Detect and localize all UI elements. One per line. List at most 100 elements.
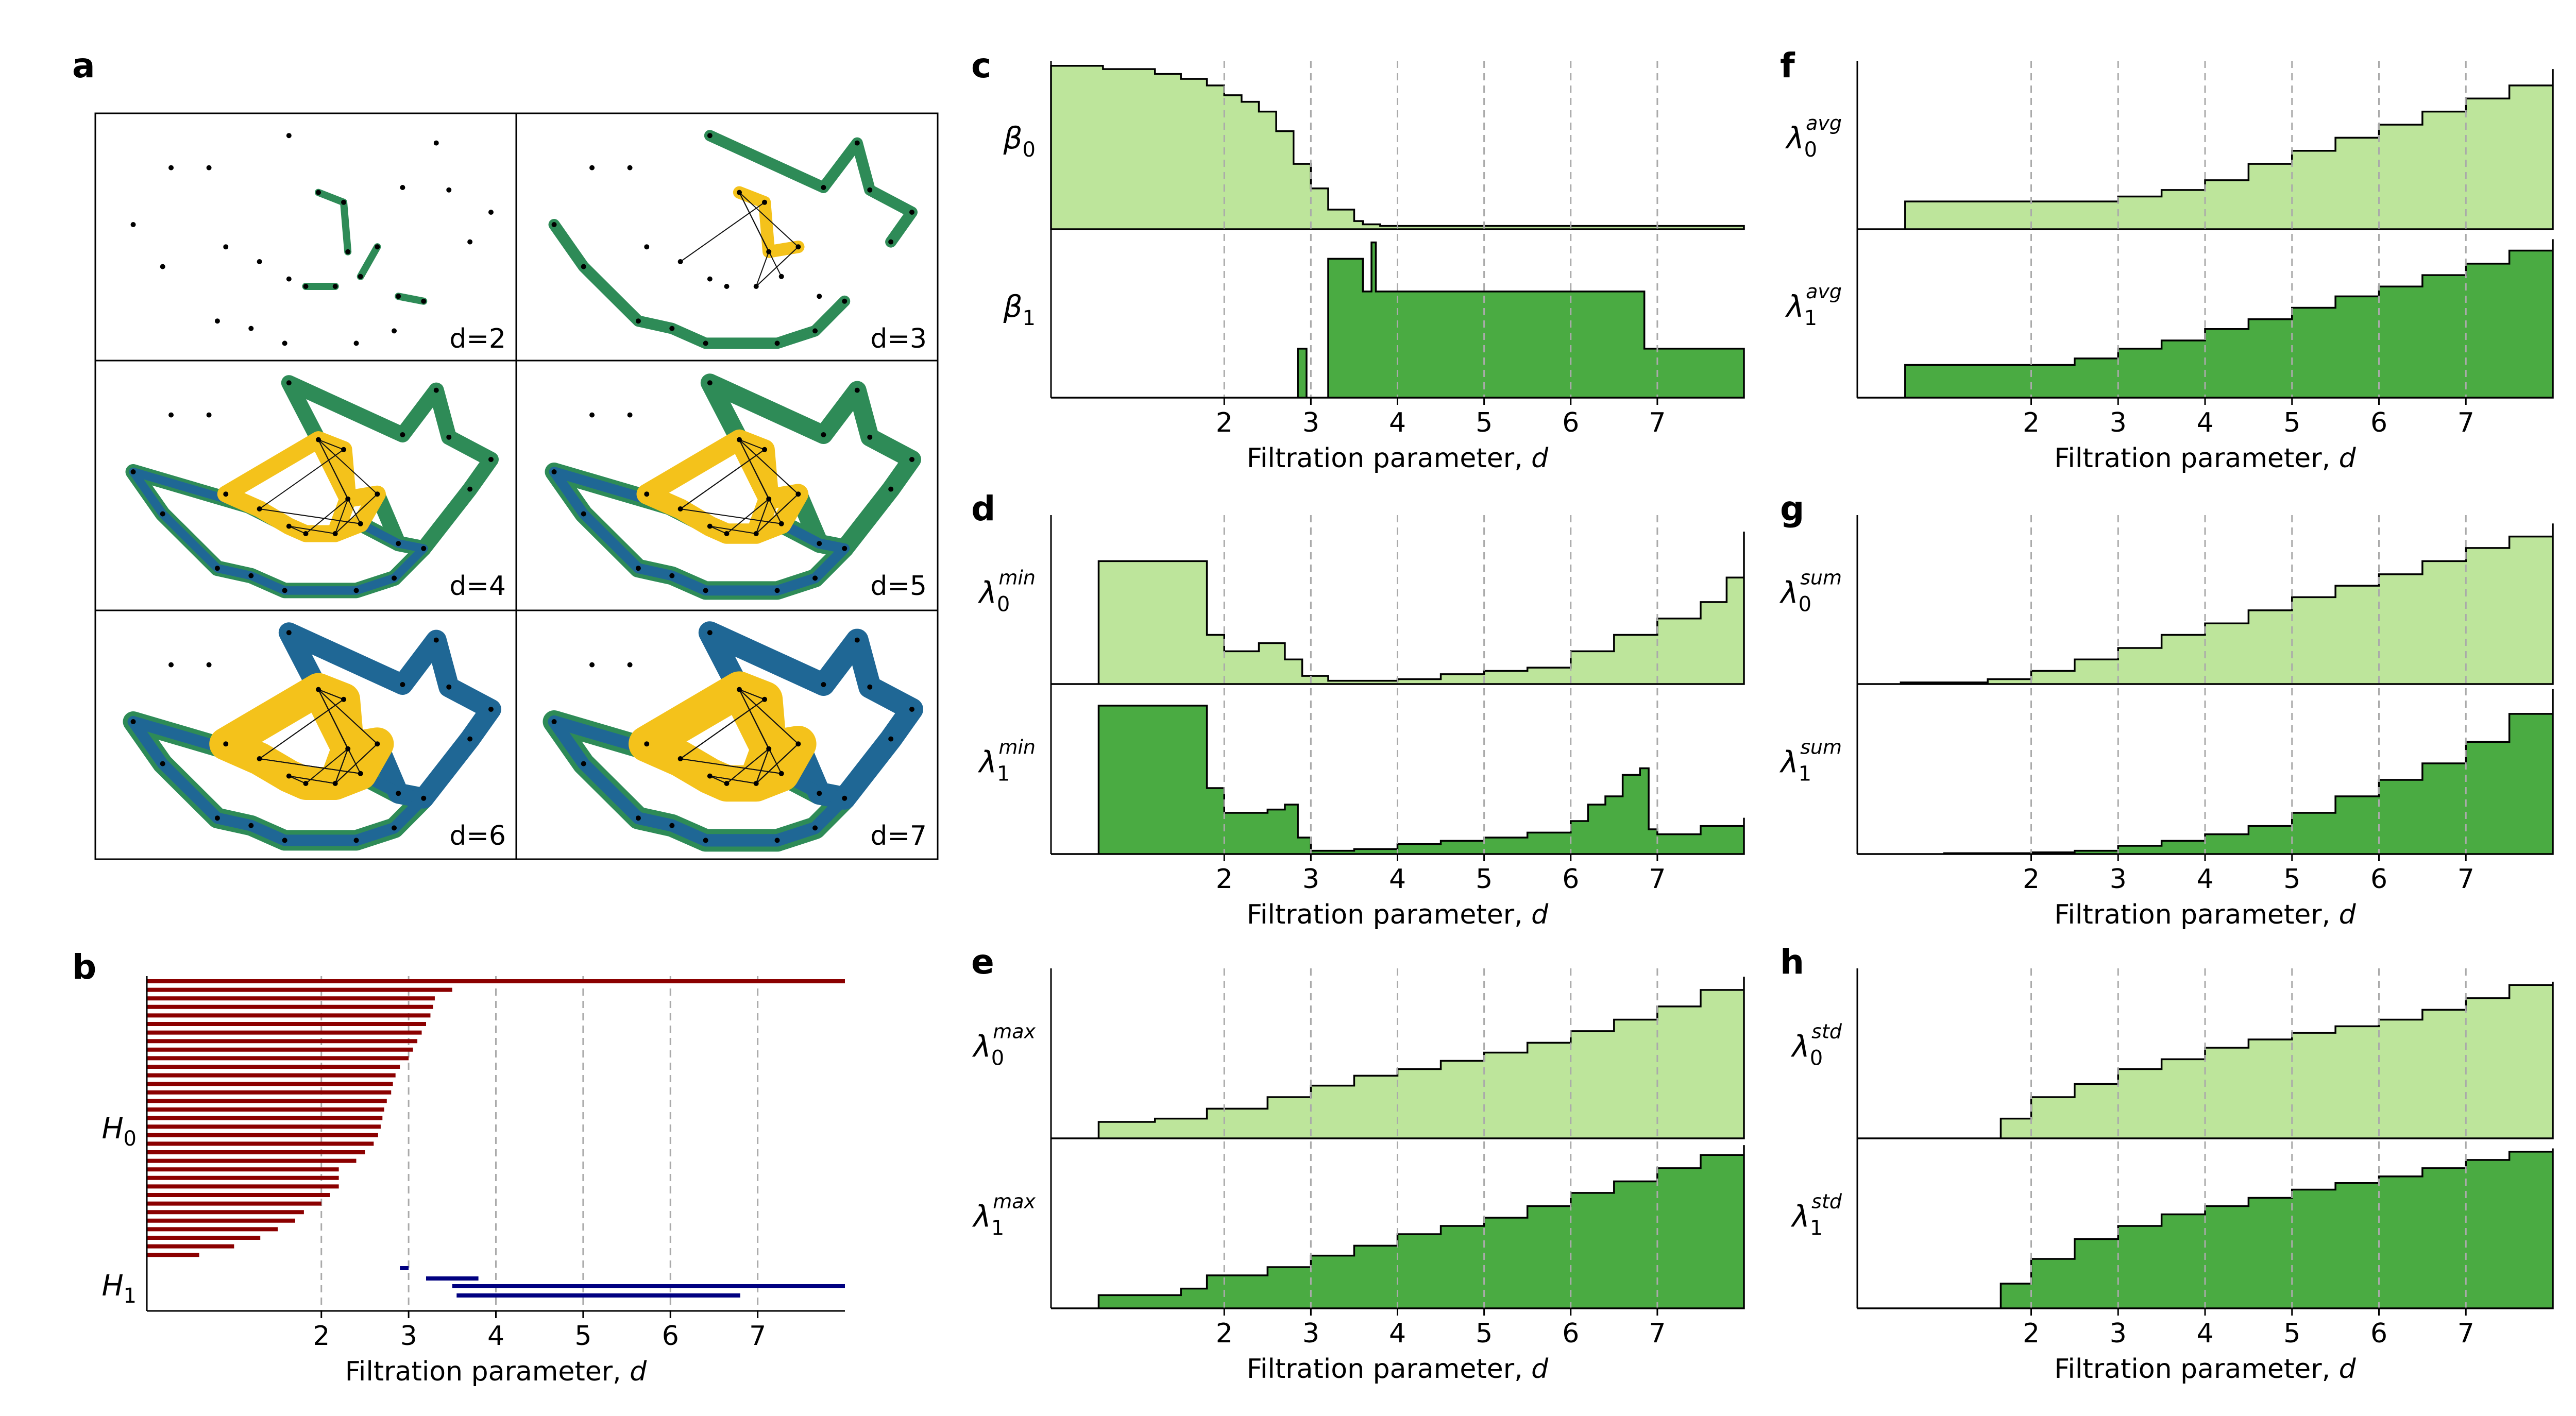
complex-vertex: [677, 756, 683, 761]
complex-vertex: [669, 326, 675, 331]
panel-letter: d: [971, 489, 995, 528]
complex-vertex: [375, 244, 380, 250]
complex-edge: [680, 508, 782, 524]
complex-vertex: [737, 190, 742, 195]
series-label-base: β: [1003, 121, 1023, 156]
x-tick-label: 4: [2196, 407, 2213, 438]
complex-vertex: [303, 781, 309, 786]
complex-edge: [318, 439, 344, 450]
complex-vertex: [358, 521, 363, 526]
complex-edge: [259, 449, 344, 509]
complex-label: d=3: [870, 323, 927, 354]
x-tick-label: 3: [2110, 407, 2127, 438]
panel-a: d=2 d=3 d=4 d=5 d=6 d=7: [94, 112, 939, 860]
complex-vertex: [332, 531, 338, 536]
series-label-sup: std: [1811, 1190, 1842, 1213]
series-label-sub: 0: [1810, 1047, 1823, 1070]
row-label-sub: 0: [124, 1127, 137, 1151]
panel-letter: g: [1780, 489, 1804, 528]
complex-vertex: [358, 771, 363, 776]
complex-edge: [318, 439, 378, 494]
complex-vertex: [774, 588, 780, 593]
complex-edge-green: [315, 189, 348, 206]
complex-vertex: [627, 165, 633, 170]
complex-edge-green: [357, 243, 381, 280]
complex-vertex: [214, 815, 220, 821]
x-tick-label: 5: [1476, 864, 1493, 895]
complex-vertex: [888, 486, 894, 492]
complex-vertex: [778, 521, 784, 526]
complex-edge: [334, 499, 349, 534]
x-tick-label: 2: [1216, 407, 1233, 438]
complex-vertex: [488, 707, 494, 712]
complex-vertex: [703, 588, 708, 593]
panel-letter: a: [72, 46, 95, 86]
complex-vertex: [551, 719, 557, 724]
complex-vertex: [707, 773, 713, 779]
complex-vertex: [168, 662, 174, 668]
complex-vertex: [817, 541, 822, 547]
complex-edge: [289, 525, 335, 534]
series-label-sup: max: [993, 1190, 1036, 1213]
complex-edge: [680, 201, 765, 262]
complex-vertex: [446, 684, 452, 690]
series-label-sup: max: [993, 1020, 1036, 1043]
series-label-sup: sum: [1800, 736, 1842, 759]
panel-letter: c: [971, 46, 991, 86]
complex-vertex: [286, 380, 292, 386]
x-axis-label: Filtration parameter, d: [1247, 899, 1549, 930]
complex-edge: [305, 499, 348, 534]
series-label-base: λ: [978, 575, 997, 610]
row-label: H0: [101, 1112, 137, 1151]
complex-vertex: [589, 165, 595, 170]
complex-vertex: [762, 696, 768, 702]
complex-vertex: [724, 284, 730, 289]
complex-vertex: [345, 249, 351, 254]
complex-vertex: [821, 432, 826, 437]
complex-vertex: [867, 187, 873, 193]
complex-edge: [259, 508, 361, 524]
complex-vertex: [130, 719, 136, 724]
complex-vertex: [766, 249, 772, 254]
complex-vertex: [223, 491, 229, 497]
complex-edge: [739, 439, 765, 450]
series-label-sup: min: [998, 736, 1036, 759]
complex-vertex: [214, 318, 220, 324]
complex-vertex: [341, 447, 347, 452]
x-axis-label-var: d: [1531, 443, 1549, 474]
complex-label: d=4: [449, 571, 506, 602]
series-label-sub: 1: [1023, 306, 1036, 330]
complex-vertex: [248, 326, 254, 331]
x-tick-label: 3: [1302, 407, 1319, 438]
complex-edge: [680, 449, 765, 509]
panel-letters: a b c d e f g h: [72, 46, 1804, 987]
complex-vertex: [707, 523, 713, 529]
complex-vertex: [316, 437, 321, 442]
x-tick-label: 5: [574, 1321, 591, 1352]
complex-vertex: [774, 838, 780, 843]
complex-edge: [318, 689, 344, 700]
series-label: λ1 avg: [1785, 280, 1842, 330]
series-label-sup: avg: [1806, 112, 1842, 134]
x-tick-label: 4: [2196, 864, 2213, 895]
x-axis-label-var: d: [1531, 1354, 1549, 1385]
complex-vertex: [130, 469, 136, 474]
complex-vertex: [778, 274, 784, 279]
complex-vertex: [358, 274, 363, 279]
complex-vertex: [888, 736, 894, 742]
complex-edge: [756, 246, 799, 287]
complex-vertex: [303, 284, 309, 289]
complex-vertex: [724, 531, 730, 536]
complex-vertex: [707, 133, 713, 139]
x-tick-label: 7: [1649, 864, 1666, 895]
complex-vertex: [842, 545, 848, 551]
complex-vertex: [551, 222, 557, 227]
x-tick-label: 6: [1562, 407, 1579, 438]
series-label-sub: 0: [997, 593, 1010, 617]
complex-vertex: [353, 340, 359, 346]
complex-vertex: [867, 434, 873, 440]
complex-vertex: [130, 222, 136, 227]
row-label-base: H: [101, 1112, 123, 1146]
complex-vertex: [551, 469, 557, 474]
complex-vertex: [737, 437, 742, 442]
